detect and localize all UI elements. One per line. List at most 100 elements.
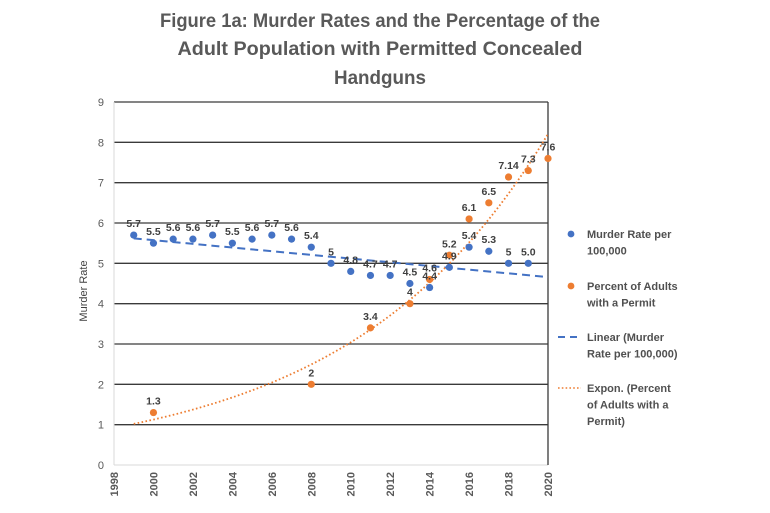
chart-title: Figure 1a: Murder Rates and the Percenta… — [160, 11, 600, 89]
permit-percent-point — [445, 251, 453, 259]
murder-rate-data-label: 4.7 — [383, 258, 398, 270]
murder-rate-data-label: 5 — [506, 246, 512, 258]
x-tick-label: 2020 — [543, 472, 555, 496]
permit-percent-point — [366, 324, 375, 332]
y-tick-label: 8 — [98, 137, 104, 149]
murder-rate-point — [268, 231, 276, 239]
y-tick-label: 0 — [98, 460, 104, 472]
murder-rate-data-label: 5.3 — [482, 234, 497, 246]
x-tick-label: 1998 — [109, 472, 121, 496]
legend-item: Murder Rate per 100,000 — [567, 229, 672, 258]
x-tick-label: 2002 — [188, 472, 200, 496]
murder-rate-data-label: 5.7 — [205, 218, 220, 230]
permit-percent-point — [426, 275, 434, 284]
murder-rate-data-label: 4.5 — [403, 267, 418, 279]
y-tick-label: 3 — [98, 339, 104, 351]
y-tick-label: 7 — [98, 178, 104, 190]
murder-rate-point — [248, 235, 256, 243]
y-tick-label: 9 — [98, 97, 104, 109]
permit-percent-data-label: 4 — [407, 287, 413, 299]
legend-marker-dot — [567, 230, 575, 238]
y-tick-label: 4 — [98, 299, 104, 311]
murder-rate-data-label: 4.8 — [343, 254, 358, 266]
legend-label: with a Permit — [586, 298, 656, 310]
permit-percent-point — [406, 300, 414, 308]
legend-item: Linear (Murder Rate per 100,000) — [558, 332, 678, 361]
x-tick-label: 2008 — [306, 472, 318, 496]
y-tick-label: 5 — [98, 258, 104, 270]
x-tick-label: 2010 — [346, 472, 358, 496]
permit-percent-point — [307, 380, 315, 388]
x-tick-label: 2000 — [148, 472, 160, 496]
murder-rate-point — [130, 231, 138, 239]
x-tick-label: 2016 — [464, 472, 476, 496]
permit-percent-data-label: 1.3 — [146, 396, 161, 408]
murder-rate-point — [386, 271, 394, 280]
permit-percent-point — [544, 154, 552, 163]
murder-rate-data-label: 5.5 — [146, 226, 161, 238]
y-axis-ticks: 0 1 2 3 4 5 6 7 8 9 — [98, 97, 104, 472]
murder-rate-data-label: 4.9 — [442, 250, 457, 262]
permit-percent-data-label: 4.6 — [422, 262, 437, 274]
data-labels: 5.7 5.5 5.6 5.6 5.7 5.5 5.6 5.7 5.6 5.4 5 4.8 4.7 4.7… — [126, 141, 555, 407]
x-tick-label: 2004 — [227, 471, 239, 496]
chart-title-line: Adult Population with Permitted Conceale… — [178, 39, 583, 60]
permit-percent-data-label: 2 — [308, 367, 314, 379]
murder-rate-data-label: 5.4 — [462, 230, 477, 242]
murder-rate-point — [327, 259, 335, 267]
permit-percent-data-label: 6.1 — [462, 202, 477, 214]
y-tick-label: 2 — [98, 379, 104, 391]
murder-rate-point — [209, 231, 217, 239]
legend-label: Rate per 100,000) — [587, 349, 678, 361]
murder-rate-point — [347, 267, 355, 275]
legend-label: Linear (Murder — [587, 332, 665, 344]
legend-label: Permit) — [587, 416, 625, 428]
trendlines — [133, 133, 549, 425]
x-tick-label: 2012 — [385, 472, 397, 496]
legend-label: Murder Rate per — [587, 229, 672, 241]
murder-rate-point — [169, 235, 177, 243]
y-tick-label: 1 — [98, 420, 104, 432]
permit-percent-point — [465, 215, 473, 223]
murder-rate-point — [406, 279, 414, 288]
murder-rate-data-label: 5.7 — [265, 218, 280, 230]
permit-percent-data-label: 3.4 — [363, 311, 378, 323]
permit-percent-point — [504, 173, 513, 181]
murder-rate-point — [504, 259, 513, 267]
murder-rate-point — [149, 239, 158, 247]
legend-label: of Adults with a — [587, 400, 669, 412]
legend-item: Expon. (Percent of Adults with a Permit) — [558, 383, 671, 428]
murder-rate-point — [307, 243, 315, 251]
permit-percent-data-label: 7.3 — [521, 154, 536, 166]
chart-title-line: Handguns — [334, 68, 426, 89]
permit-percent-data-label: 7.14 — [498, 160, 519, 172]
murder-rate-data-label: 5.6 — [166, 222, 181, 234]
y-tick-label: 6 — [98, 218, 104, 230]
murder-rate-point — [228, 239, 236, 247]
x-tick-label: 2014 — [425, 471, 437, 496]
legend-item: Percent of Adults with a Permit — [567, 281, 678, 310]
legend-label: Percent of Adults — [587, 281, 678, 293]
permit-percent-point — [149, 408, 158, 417]
permit-percent-point — [485, 199, 493, 207]
gridlines — [113, 101, 549, 466]
murder-rate-point — [524, 259, 532, 267]
murder-rate-data-label: 4.7 — [363, 258, 378, 270]
murder-rate-data-label: 5.4 — [304, 230, 319, 242]
murder-rate-point — [189, 235, 197, 243]
permit-percent-data-label: 6.5 — [482, 186, 497, 198]
murder-rate-data-label: 5.6 — [245, 222, 260, 234]
murder-rate-point — [426, 283, 434, 292]
permit-percent-point — [524, 166, 532, 175]
murder-rate-point — [465, 243, 473, 251]
legend-label: 100,000 — [587, 246, 627, 258]
data-points — [130, 154, 552, 417]
murder-rate-data-label: 5.0 — [521, 246, 536, 258]
x-axis-ticks: 1998 2000 2002 2004 2006 2008 2010 2012 2014 2016… — [109, 471, 555, 496]
murder-rate-point — [485, 247, 493, 255]
permit-percent-data-label: 7.6 — [541, 141, 556, 153]
murder-rate-data-label: 5 — [328, 246, 334, 258]
legend-label: Expon. (Percent — [587, 383, 671, 395]
murder-rate-data-label: 5.7 — [126, 218, 141, 230]
